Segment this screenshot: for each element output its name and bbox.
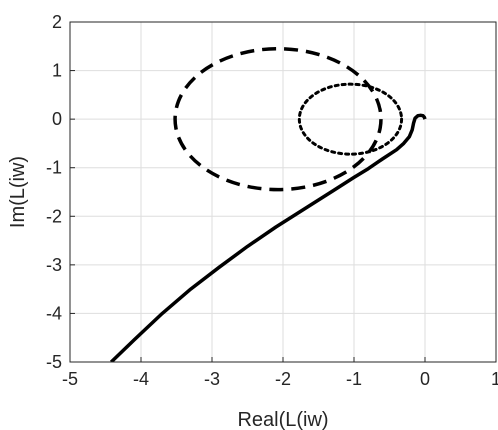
y-tick-label: -1 [46,158,62,178]
y-tick-label: -3 [46,255,62,275]
x-tick-label: 0 [420,369,430,389]
grid [69,21,497,363]
y-axis-label: Im(L(iw) [7,156,29,228]
x-tick-label: -5 [62,369,78,389]
y-tick-label: 2 [52,12,62,32]
series-layer [109,46,427,362]
y-tick-label: -4 [46,303,62,323]
x-tick-label: -3 [204,369,220,389]
dashed-series-line [173,46,383,192]
x-tick-label: -4 [133,369,149,389]
y-tick-label: -5 [46,352,62,372]
ticks: -5 -4 -3 -2 -1 0 1 -5 -4 -3 -2 -1 0 1 2 [46,12,498,389]
y-tick-label: 1 [52,61,62,81]
x-tick-label: -1 [346,369,362,389]
x-tick-label: -2 [275,369,291,389]
dotted-series-line [297,82,404,156]
x-axis-label: Real(L(iw) [237,409,328,430]
y-tick-label: 0 [52,109,62,129]
y-tick-label: -2 [46,206,62,226]
solid-series-line [109,113,427,362]
x-tick-label: 1 [491,369,498,389]
